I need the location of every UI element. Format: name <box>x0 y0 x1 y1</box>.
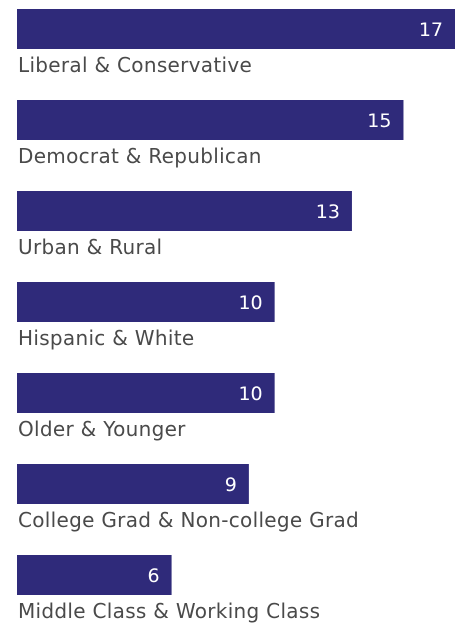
bar-value-label: 10 <box>238 292 262 314</box>
category-label: Urban & Rural <box>18 235 162 259</box>
bar <box>17 282 275 322</box>
bar-value-label: 13 <box>316 201 340 223</box>
bar-value-label: 9 <box>225 474 237 496</box>
bar <box>17 464 249 504</box>
category-label: College Grad & Non-college Grad <box>18 508 359 532</box>
category-label: Older & Younger <box>18 417 186 441</box>
category-label: Democrat & Republican <box>18 144 262 168</box>
category-label: Hispanic & White <box>18 326 194 350</box>
bar-value-label: 10 <box>238 383 262 405</box>
bar <box>17 100 404 140</box>
bar-value-label: 15 <box>367 110 391 132</box>
bar <box>17 9 455 49</box>
bar-value-label: 6 <box>147 565 159 587</box>
category-label: Middle Class & Working Class <box>18 599 320 623</box>
bar <box>17 373 275 413</box>
category-label: Liberal & Conservative <box>18 53 252 77</box>
bar <box>17 191 352 231</box>
bar-value-label: 17 <box>419 19 443 41</box>
bar <box>17 555 172 595</box>
